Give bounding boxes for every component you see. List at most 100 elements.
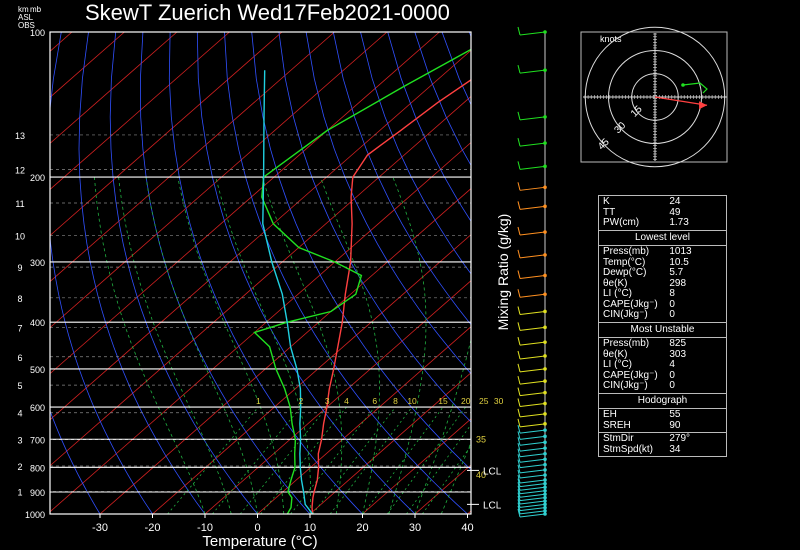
- corner-label-mb: mb: [30, 5, 42, 14]
- wind-barb-flag: [517, 505, 521, 514]
- pressure-tick-label: 600: [30, 403, 45, 413]
- mixing-ratio-label: 8: [393, 396, 398, 406]
- lowest-level-group: Press(mb) 1013 Temp(°C) 10.5 Dewp(°C) 5.7 θe(K…: [599, 245, 726, 322]
- wind-barb-flag: [517, 65, 521, 74]
- index-row: CIN(Jkg⁻) 0: [599, 309, 726, 321]
- wind-barb-flag: [517, 226, 521, 236]
- wind-barb-flag: [517, 454, 521, 463]
- km-tick-label: 6: [17, 353, 22, 363]
- wind-barb-staff: [519, 447, 546, 452]
- mixing-ratio-line: [239, 406, 328, 514]
- wind-barb-flag: [517, 431, 521, 440]
- moist-adiabat-line: [440, 441, 471, 514]
- index-value: 55: [669, 409, 681, 420]
- x-axis-label: Temperature (°C): [202, 533, 317, 550]
- km-tick-label: 7: [17, 324, 22, 334]
- wind-barb-staff: [519, 341, 546, 346]
- mixing-ratio-label: 6: [372, 396, 377, 406]
- most-unstable-header: Most Unstable: [599, 321, 726, 338]
- index-value: 34: [669, 443, 681, 455]
- wind-barb-staff: [519, 142, 546, 147]
- km-tick-label: 3: [17, 436, 22, 446]
- index-label: Press(mb): [603, 338, 650, 349]
- wind-barb-staff: [519, 435, 546, 440]
- isotherm-line: [50, 32, 283, 237]
- wind-barb-staff: [519, 355, 546, 360]
- wind-barb-flag: [517, 448, 521, 457]
- wind-barb-flag: [517, 469, 521, 479]
- wind-barb-staff: [519, 205, 546, 210]
- km-tick-label: 9: [17, 263, 22, 273]
- isotherm-line: [50, 32, 440, 375]
- mixing-ratio-line: [406, 423, 471, 514]
- mixing-ratio-labels: 1 2 3 4 6 8 10 15 20 25 30: [256, 396, 504, 406]
- index-label: EH: [603, 409, 617, 420]
- isotherm-line: [50, 32, 178, 144]
- index-value: 0: [669, 380, 675, 391]
- wind-barb-flag: [517, 425, 521, 434]
- x-tick-label: -10: [197, 522, 213, 534]
- isotherm-line: [50, 49, 471, 421]
- hodograph-unit-label: knots: [600, 34, 622, 44]
- wind-barb-staff: [519, 368, 546, 373]
- temperature-profile: [311, 79, 471, 514]
- index-label: Press(mb): [603, 246, 650, 257]
- index-row: K 24: [599, 196, 726, 208]
- dry-adiabat-line: [109, 32, 259, 514]
- index-value: 303: [669, 348, 687, 360]
- wind-barb-staff: [519, 464, 546, 469]
- wind-barb-staff: [519, 507, 546, 512]
- wind-barb-flag: [517, 492, 521, 501]
- wind-barb-staff: [519, 483, 546, 488]
- wind-barb-staff: [519, 429, 546, 434]
- wind-barb-staff: [519, 490, 546, 495]
- dry-adiabat-line: [196, 32, 416, 514]
- dry-adiabat-line: [278, 32, 471, 423]
- index-row: CIN(Jkg⁻) 0: [599, 380, 726, 392]
- index-row: EH 55: [599, 409, 726, 421]
- isobars: [50, 31, 471, 515]
- mixing-ratio-label: 20: [461, 396, 471, 406]
- wind-level-dot: [543, 115, 547, 119]
- wind-barb-staff: [519, 293, 546, 298]
- plot-frame: [49, 31, 472, 515]
- moist-adiabat-line: [118, 177, 232, 514]
- km-tick-label: 1: [17, 488, 22, 498]
- wind-barb-flag: [517, 502, 521, 511]
- wind-barb-staff: [519, 380, 546, 385]
- wind-barb-staff: [519, 116, 546, 121]
- index-value: 5.7: [669, 267, 684, 278]
- index-row: Press(mb) 1013: [599, 246, 726, 258]
- wind-barb-staff: [519, 254, 546, 259]
- index-label: θe(K): [603, 348, 628, 360]
- mixing-ratio-label: 25: [479, 396, 489, 406]
- wind-barb-staff: [519, 326, 546, 331]
- wind-barb-staff: [519, 469, 546, 474]
- isotherm-line: [257, 326, 471, 514]
- wind-profile: [517, 26, 547, 518]
- lcl-label: LCL: [483, 466, 502, 477]
- wind-barb-flag: [517, 363, 521, 373]
- index-value: 8: [669, 288, 675, 299]
- isotherm-line: [50, 32, 388, 329]
- pressure-tick-label: 800: [30, 463, 45, 473]
- x-axis-ticks: -30 -20 -10 0 10 20 30 40: [92, 514, 474, 534]
- x-tick-label: -30: [92, 522, 108, 534]
- mixing-ratio-line: [167, 406, 259, 514]
- wind-barb-staff: [519, 31, 546, 36]
- index-value: 4: [669, 359, 675, 370]
- km-tick-label: 4: [17, 409, 22, 419]
- index-label: CIN(Jkg⁻): [603, 380, 648, 391]
- index-value: 0: [669, 298, 675, 310]
- isotherm-line: [362, 418, 471, 514]
- corner-label-obs: OBS: [18, 21, 35, 30]
- wind-barb-staff: [519, 231, 546, 236]
- index-label: LI (°C): [603, 288, 632, 299]
- wind-barb-staff: [519, 165, 546, 170]
- wind-barb-flag: [517, 270, 521, 279]
- most-unstable-group: Press(mb) 825 θe(K) 303 LI (°C) 4 CAPE(Jkg⁻) 0 C…: [599, 337, 726, 393]
- wind-barb-staff: [519, 510, 546, 515]
- wind-barb-staff: [519, 69, 546, 74]
- wind-barb-staff: [519, 423, 546, 428]
- x-tick-label: 10: [304, 522, 316, 534]
